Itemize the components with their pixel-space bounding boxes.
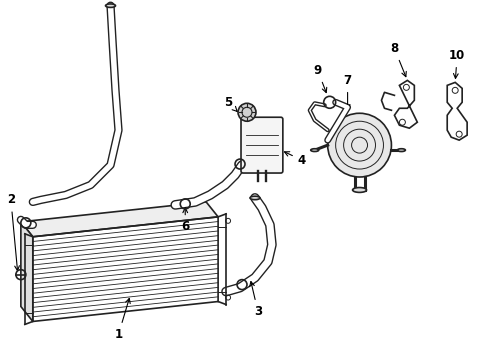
Ellipse shape: [310, 149, 318, 152]
Text: 6: 6: [181, 208, 189, 233]
Text: 5: 5: [224, 96, 237, 112]
Ellipse shape: [352, 188, 366, 192]
Polygon shape: [21, 222, 33, 321]
Text: 7: 7: [343, 74, 351, 109]
Ellipse shape: [105, 4, 115, 8]
Circle shape: [238, 103, 255, 121]
Circle shape: [327, 113, 390, 177]
Ellipse shape: [249, 196, 260, 200]
Text: 10: 10: [448, 49, 465, 78]
Text: 1: 1: [114, 298, 130, 341]
Text: 2: 2: [7, 193, 20, 271]
Text: 8: 8: [389, 42, 406, 77]
FancyBboxPatch shape: [241, 117, 282, 173]
Ellipse shape: [397, 149, 405, 152]
Text: 3: 3: [249, 282, 262, 318]
Text: 9: 9: [313, 64, 326, 93]
Polygon shape: [21, 202, 218, 237]
Text: 4: 4: [284, 152, 305, 167]
